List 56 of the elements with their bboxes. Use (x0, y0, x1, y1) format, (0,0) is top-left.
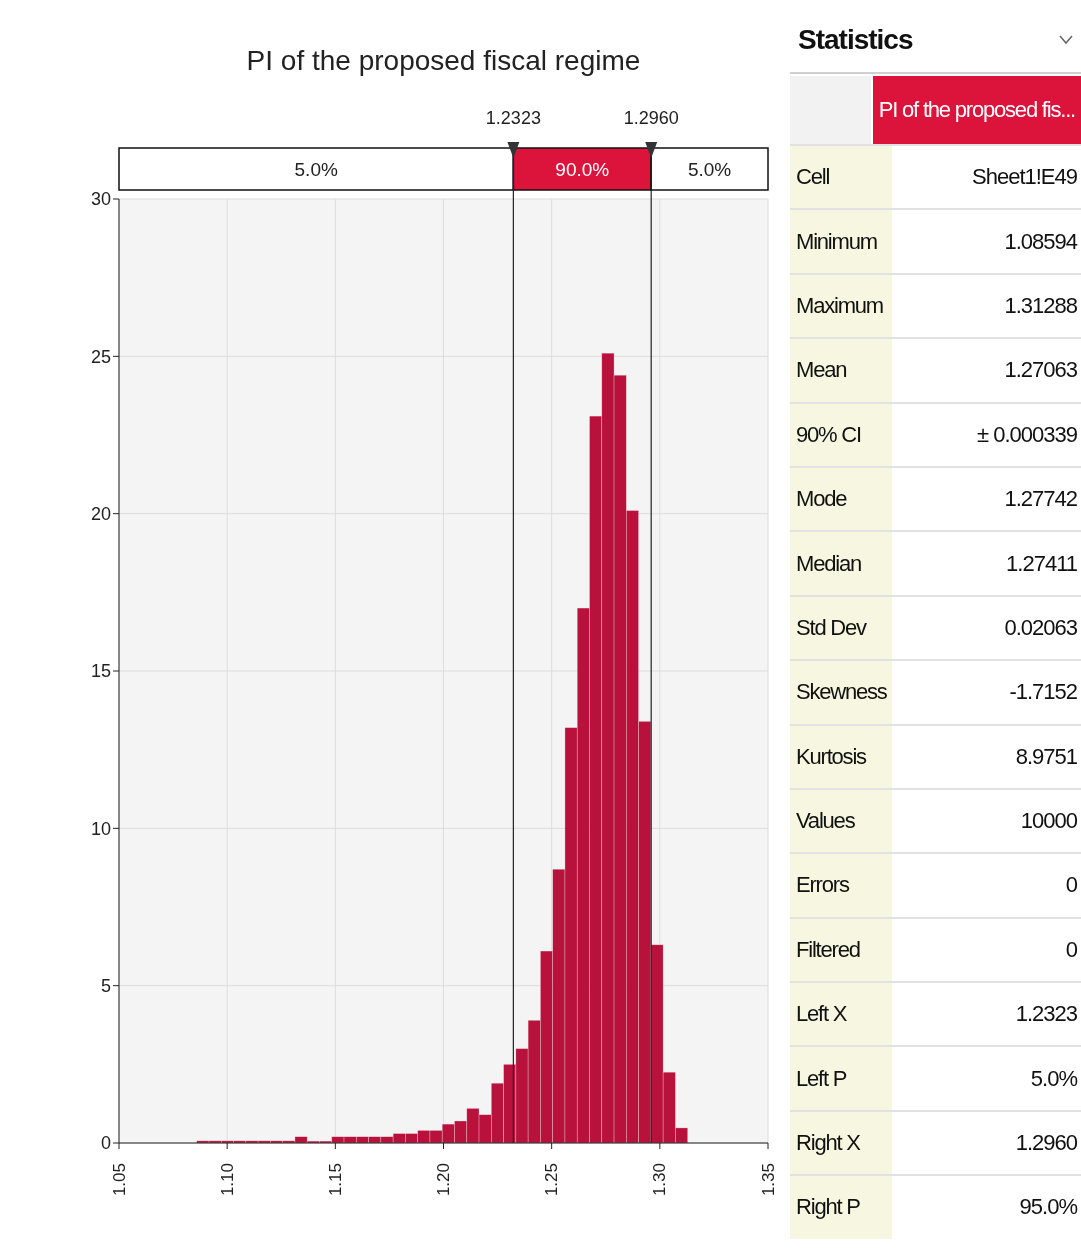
y-tick-label: 0 (100, 1133, 111, 1154)
category-label: Cell (790, 146, 892, 209)
category-label: Std Dev (790, 596, 892, 660)
text: 1.31288 (1004, 292, 1077, 318)
category-label: Maximum (790, 274, 892, 338)
percentile-strip: 5.0% (118, 147, 515, 191)
category-label: Minimum (790, 210, 892, 273)
text: 0 (1065, 936, 1077, 962)
text: 1.27063 (1004, 357, 1077, 383)
ref-line-label: 1.2960 (623, 108, 679, 128)
text: 1.08594 (1004, 228, 1077, 254)
y-tick-label: 15 (90, 661, 111, 682)
category-label: Left X (790, 983, 892, 1046)
text: 0 (1065, 872, 1077, 898)
y-tick-label: 30 (90, 189, 111, 210)
x-tick-label: 1.10 (217, 1163, 237, 1197)
text: 1.2960 (1015, 1130, 1077, 1156)
text: -1.7152 (1009, 679, 1077, 705)
text: 95.0% (1019, 1194, 1077, 1220)
category-label: Mode (790, 467, 892, 531)
category-label: Errors (790, 854, 892, 917)
x-tick-label: 1.15 (325, 1163, 345, 1197)
percentile-strip: 5.0% (650, 147, 769, 191)
y-tick-label: 20 (90, 504, 111, 525)
text: PI of the proposed fis... (872, 76, 1081, 144)
x-tick-label: 1.05 (109, 1163, 129, 1197)
text: Statistics (798, 24, 913, 56)
x-tick-label: 1.25 (542, 1163, 562, 1197)
text: 8.9751 (1015, 743, 1077, 769)
category-label: Kurtosis (790, 725, 892, 788)
x-tick-label: 1.20 (434, 1163, 453, 1197)
chart-title: PI of the proposed fiscal regime (246, 45, 641, 76)
category-label: Skewness (790, 661, 892, 724)
text: 10000 (1020, 808, 1077, 834)
percentile-strip: 90.0% (512, 147, 652, 191)
x-tick-label: 1.35 (758, 1163, 778, 1197)
text: ± 0.000339 (977, 421, 1077, 447)
text: 0.02063 (1004, 614, 1077, 640)
category-label: Right P (790, 1176, 892, 1239)
category-label: Median (790, 532, 892, 595)
text: 1.27742 (1004, 486, 1077, 512)
category-label: Filtered (790, 918, 892, 982)
category-label: Mean (790, 339, 892, 402)
category-label: Right X (790, 1111, 892, 1175)
text: 1.2323 (1015, 1001, 1077, 1027)
text: 1.27411 (1006, 550, 1077, 576)
y-tick-label: 10 (90, 818, 111, 839)
y-tick-label: 25 (90, 346, 111, 367)
ref-line-label: 1.2323 (485, 108, 541, 128)
category-label: 90% CI (790, 403, 892, 466)
y-tick-label: 5 (100, 976, 111, 997)
text: 5.0% (1030, 1065, 1077, 1091)
category-label: Values (790, 789, 892, 853)
text: Sheet1!E49 (972, 164, 1077, 190)
x-tick-label: 1.30 (650, 1163, 670, 1197)
category-label: Left P (790, 1047, 892, 1110)
